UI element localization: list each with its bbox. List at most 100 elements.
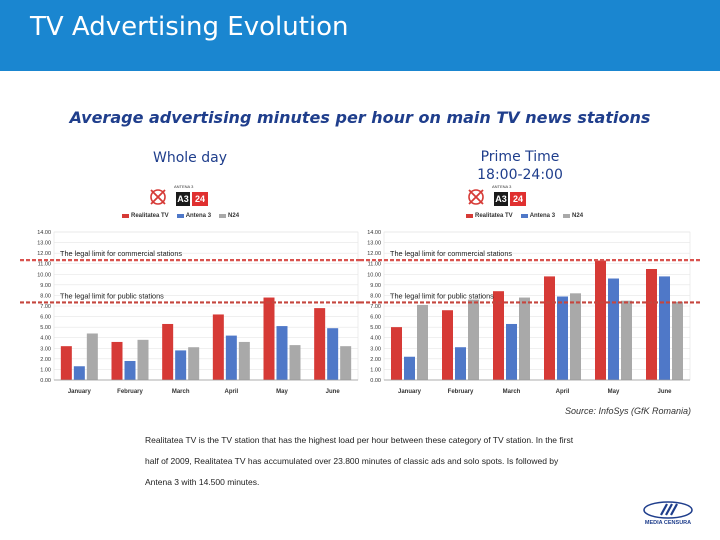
legend-swatch	[122, 214, 129, 218]
bar-n24-june	[672, 301, 683, 380]
y-tick-label: 13.00	[37, 241, 51, 247]
y-tick-label: 4.00	[40, 336, 51, 342]
legend-label: N24	[228, 213, 240, 219]
y-tick-label: 12.00	[37, 251, 51, 257]
description-text: Realitatea TV is the TV station that has…	[145, 435, 574, 487]
bar-antena3-march	[506, 323, 517, 380]
y-tick-label: 7.00	[370, 304, 381, 310]
y-tick-label: 14.00	[367, 230, 381, 236]
y-tick-label: 5.00	[40, 325, 51, 331]
bar-antena3-june	[327, 328, 339, 380]
source-note: Source: InfoSys (GfK Romania)	[565, 406, 692, 416]
legend-left: Realitatea TV Antena 3 N24	[122, 213, 239, 219]
x-tick-label: June	[657, 389, 672, 395]
y-tick-label: 0.00	[370, 378, 381, 384]
bar-realitatea-february	[111, 341, 123, 380]
bar-n24-february	[137, 339, 149, 380]
realitatea-logo-icon	[150, 189, 166, 205]
x-tick-label: April	[224, 389, 238, 395]
bar-antena3-february	[455, 347, 466, 380]
legend-label: Realitatea TV	[131, 213, 169, 219]
x-tick-label: January	[68, 389, 92, 395]
whole-day-title: Whole day	[153, 150, 227, 166]
y-tick-label: 1.00	[370, 367, 381, 373]
y-tick-label: 3.00	[370, 346, 381, 352]
bar-antena3-april	[225, 335, 237, 380]
legend-item: Antena 3	[520, 213, 556, 219]
chart-prime-time-svg: 0.00 1.00 2.00 3.00 4.00 5.00 6.00 7.00 8.00 9.00…	[360, 230, 700, 395]
brand-logo: MEDIA CENSURA	[637, 500, 699, 532]
y-tick-label: 8.00	[40, 293, 51, 299]
bar-n24-april	[238, 341, 250, 380]
bar-realitatea-february	[442, 310, 453, 380]
chart-prime-time: 0.00 1.00 2.00 3.00 4.00 5.00 6.00 7.00 8.00 9.00…	[360, 224, 700, 404]
bar-antena3-april	[557, 296, 568, 380]
legend-swatch	[520, 214, 528, 218]
bar-realitatea-april	[212, 314, 224, 380]
bar-antena3-february	[124, 360, 136, 380]
bar-n24-april	[570, 293, 581, 380]
prime-time-title: Prime Time 18:00-24:00	[460, 148, 580, 184]
x-tick-label: March	[503, 389, 521, 395]
reference-line-label: The legal limit for public stations	[60, 291, 164, 300]
bar-realitatea-january	[391, 327, 402, 380]
bar-realitatea-april	[544, 276, 555, 380]
prime-time-title-line1: Prime Time	[480, 149, 560, 165]
prime-time-title-line2: 18:00-24:00	[477, 167, 563, 183]
y-tick-label: 1.00	[40, 367, 51, 373]
media-censura-logo-icon	[643, 501, 693, 519]
x-tick-label: May	[276, 389, 288, 395]
antena3-logo-icon: A3	[176, 192, 190, 206]
station-logos-right: ANTENA 3 A3 24	[466, 184, 536, 216]
bar-antena3-may	[608, 278, 619, 380]
y-tick-label: 9.00	[370, 283, 381, 289]
brand-name: MEDIA CENSURA	[644, 520, 692, 526]
legend-label: N24	[572, 213, 584, 219]
bar-realitatea-may	[595, 260, 606, 380]
station-logos-left: ANTENA 3 A3 24	[148, 184, 218, 216]
antena3-logo-caption: ANTENA 3	[492, 184, 512, 189]
y-tick-label: 10.00	[367, 272, 381, 278]
x-tick-label: May	[608, 389, 620, 395]
legend-swatch	[219, 214, 227, 218]
chart-whole-day-svg: 0.00 1.00 2.00 3.00 4.00 5.00 6.00 7.00 8.00 9.00…	[20, 230, 360, 395]
legend-item: Realitatea TV	[466, 213, 513, 219]
antena3-logo-caption: ANTENA 3	[174, 184, 194, 189]
y-tick-label: 0.00	[40, 378, 51, 384]
n24-logo-icon: 24	[510, 192, 526, 206]
y-tick-label: 12.00	[367, 251, 381, 257]
y-tick-label: 10.00	[37, 272, 51, 278]
chart-whole-day: 0.00 1.00 2.00 3.00 4.00 5.00 6.00 7.00 8.00 9.00…	[20, 224, 360, 404]
y-tick-label: 2.00	[370, 357, 381, 363]
bar-n24-march	[519, 297, 530, 380]
legend-label: Antena 3	[185, 213, 212, 219]
bar-n24-january	[417, 304, 428, 380]
reference-line-label: The legal limit for public stations	[390, 291, 494, 300]
legend-item: N24	[219, 213, 239, 219]
page-title: TV Advertising Evolution	[30, 12, 349, 42]
x-tick-label: April	[556, 389, 570, 395]
n24-logo-icon: 24	[192, 192, 208, 206]
bar-n24-june	[340, 346, 352, 380]
legend-item: Realitatea TV	[122, 213, 169, 219]
bar-n24-may	[289, 345, 301, 380]
legend-label: Realitatea TV	[475, 213, 513, 219]
legend-swatch	[176, 214, 184, 218]
antena3-logo-icon: A3	[494, 192, 508, 206]
bar-antena3-may	[276, 326, 288, 380]
y-tick-label: 11.00	[38, 262, 51, 268]
legend-label: Antena 3	[529, 213, 556, 219]
bar-antena3-june	[659, 276, 670, 380]
x-tick-label: February	[448, 389, 474, 395]
x-tick-label: June	[326, 389, 341, 395]
y-tick-label: 6.00	[40, 315, 51, 321]
bar-n24-may	[621, 300, 632, 380]
bar-realitatea-may	[263, 297, 275, 380]
bar-n24-march	[188, 347, 200, 380]
bar-realitatea-june	[314, 308, 326, 380]
realitatea-logo-icon	[468, 189, 484, 205]
y-tick-label: 2.00	[40, 357, 51, 363]
y-tick-label: 8.00	[370, 293, 381, 299]
bar-antena3-january	[404, 356, 415, 380]
bar-realitatea-january	[60, 346, 72, 380]
